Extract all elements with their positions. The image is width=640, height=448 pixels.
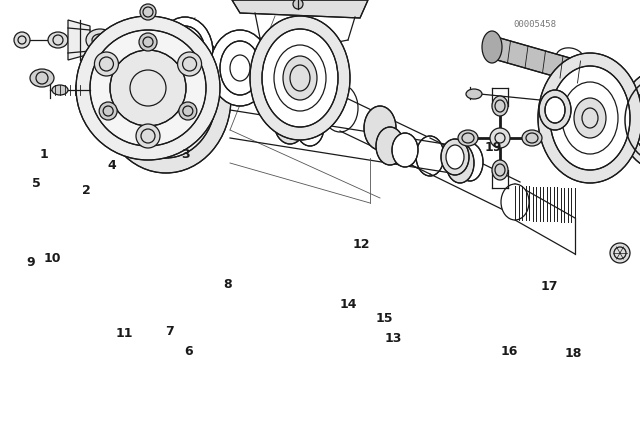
Ellipse shape [416, 136, 444, 176]
Text: 8: 8 [223, 278, 232, 291]
Circle shape [14, 32, 30, 48]
Ellipse shape [446, 143, 474, 183]
Circle shape [177, 52, 202, 76]
Ellipse shape [522, 130, 542, 146]
Ellipse shape [574, 98, 606, 138]
Ellipse shape [101, 23, 231, 173]
Ellipse shape [364, 106, 396, 150]
Text: 6: 6 [184, 345, 193, 358]
Text: 14: 14 [340, 298, 358, 311]
Ellipse shape [157, 17, 213, 87]
Circle shape [95, 52, 118, 76]
Ellipse shape [446, 145, 464, 169]
Ellipse shape [220, 41, 260, 95]
Text: 4: 4 [108, 159, 116, 172]
Circle shape [140, 4, 156, 20]
Ellipse shape [392, 133, 418, 167]
Ellipse shape [620, 70, 640, 170]
Ellipse shape [250, 16, 350, 140]
Ellipse shape [283, 56, 317, 100]
Ellipse shape [30, 69, 54, 87]
Text: 9: 9 [26, 255, 35, 269]
Circle shape [179, 102, 197, 120]
Ellipse shape [116, 38, 216, 158]
Text: 13: 13 [385, 332, 403, 345]
Circle shape [136, 124, 160, 148]
Ellipse shape [492, 160, 508, 180]
Ellipse shape [48, 32, 68, 48]
Ellipse shape [539, 90, 571, 130]
Text: 11: 11 [116, 327, 134, 340]
Ellipse shape [165, 26, 205, 78]
Text: 7: 7 [165, 325, 174, 338]
Ellipse shape [52, 85, 68, 95]
Circle shape [610, 243, 630, 263]
Ellipse shape [550, 66, 630, 170]
Text: 2: 2 [82, 184, 91, 197]
Ellipse shape [545, 97, 565, 123]
Circle shape [139, 33, 157, 51]
Text: 16: 16 [500, 345, 518, 358]
Ellipse shape [262, 29, 338, 127]
Text: 5: 5 [32, 177, 41, 190]
Text: 1: 1 [39, 148, 48, 161]
Ellipse shape [482, 31, 502, 63]
Polygon shape [68, 20, 90, 60]
Text: 17: 17 [540, 280, 558, 293]
Ellipse shape [296, 108, 324, 146]
Text: 18: 18 [564, 347, 582, 361]
Circle shape [490, 128, 510, 148]
Ellipse shape [538, 53, 640, 183]
Ellipse shape [441, 139, 469, 175]
Ellipse shape [632, 84, 640, 156]
Text: 15: 15 [375, 311, 393, 325]
Circle shape [110, 50, 186, 126]
Circle shape [99, 102, 117, 120]
Ellipse shape [86, 29, 114, 51]
Ellipse shape [466, 89, 482, 99]
Polygon shape [232, 0, 368, 18]
Ellipse shape [274, 100, 306, 144]
Text: 10: 10 [44, 252, 61, 266]
Polygon shape [490, 36, 598, 88]
Ellipse shape [322, 84, 358, 132]
Ellipse shape [376, 127, 404, 165]
Circle shape [76, 16, 220, 160]
Circle shape [293, 0, 303, 9]
Ellipse shape [458, 130, 478, 146]
Ellipse shape [210, 30, 270, 106]
Ellipse shape [501, 184, 529, 220]
Ellipse shape [457, 143, 483, 181]
Circle shape [90, 30, 206, 146]
Text: 12: 12 [353, 237, 371, 251]
Text: 19: 19 [484, 141, 502, 155]
Text: 3: 3 [181, 148, 190, 161]
Ellipse shape [492, 96, 508, 116]
Text: 00005458: 00005458 [513, 20, 556, 29]
